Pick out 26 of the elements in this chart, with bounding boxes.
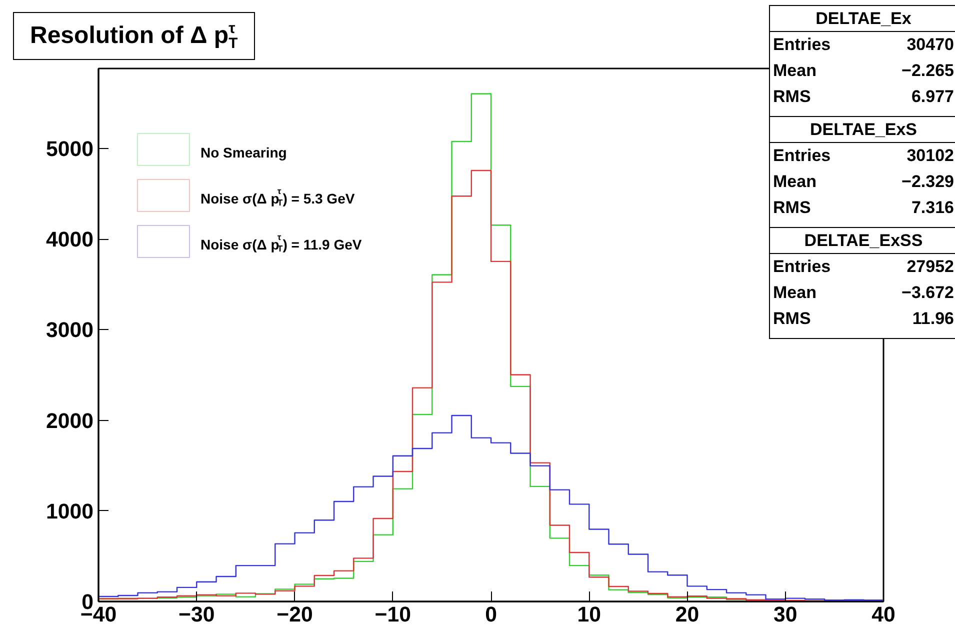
x-tick-label: −30 <box>178 602 215 626</box>
annotation: DELTAE_ExS <box>770 117 955 143</box>
y-tick-label: 3000 <box>46 318 94 342</box>
annotation: DELTAE_ExSS <box>770 228 955 254</box>
text: RMS 11.96 <box>773 309 954 328</box>
text: Entries 27952 <box>773 257 954 276</box>
x-tick-label: 30 <box>774 602 798 626</box>
y-tick-label: 2000 <box>46 408 94 433</box>
text: Entries 30470 <box>773 35 954 54</box>
y-tick-label: 1000 <box>46 499 94 524</box>
x-tick-label: 40 <box>872 602 896 626</box>
text: RMS 7.316 <box>773 198 954 217</box>
x-tick-label: 0 <box>485 602 497 626</box>
x-tick-label: −10 <box>374 602 411 626</box>
y-tick-label: 5000 <box>46 137 94 162</box>
x-tick-label: 10 <box>577 602 601 626</box>
text: Entries 30102 <box>773 146 954 165</box>
text: Mean −3.672 <box>773 283 954 302</box>
x-tick-label: −20 <box>276 602 313 626</box>
x-tick-label: 20 <box>675 602 700 626</box>
legend-label: No Smearing <box>200 144 287 160</box>
text: Mean −2.329 <box>773 172 954 191</box>
text: DELTAE_Ex <box>770 6 955 32</box>
y-tick-label: 4000 <box>46 228 94 252</box>
text: Mean −2.265 <box>773 61 954 80</box>
text: RMS 6.977 <box>773 87 954 106</box>
